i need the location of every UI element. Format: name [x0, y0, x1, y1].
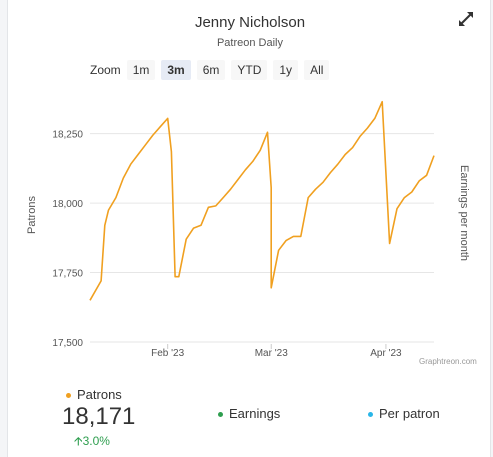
y-tick-label: 17,750: [52, 269, 83, 280]
patrons-legend-dot: [66, 393, 71, 399]
y-tick-label: 18,000: [52, 199, 83, 210]
legend-earnings-label: Earnings: [229, 406, 281, 421]
legend-per-patron-label: Per patron: [379, 406, 440, 421]
zoom-toolbar: Zoom 1m 3m 6m YTD 1y All: [90, 60, 335, 80]
y2-axis-label: Earnings per month: [458, 165, 470, 261]
x-tick-label: Feb '23: [151, 348, 184, 359]
y-tick-label: 17,500: [52, 338, 83, 349]
zoom-3m-button[interactable]: 3m: [161, 60, 191, 80]
zoom-6m-button[interactable]: 6m: [196, 60, 226, 80]
legend-patrons[interactable]: Patrons: [66, 387, 122, 402]
legend-earnings[interactable]: Earnings: [218, 406, 280, 421]
legend-patrons-label: Patrons: [77, 387, 122, 402]
zoom-label: Zoom: [90, 63, 121, 77]
expand-icon[interactable]: [457, 10, 475, 28]
patrons-value: 18,171: [62, 403, 136, 430]
patrons-chart: 17,500 17,750 18,000 18,250 Feb '23 Mar '23 A…: [26, 100, 470, 359]
zoom-1m-button[interactable]: 1m: [126, 60, 156, 80]
zoom-1y-button[interactable]: 1y: [273, 60, 299, 80]
chart-title: Jenny Nicholson: [194, 14, 306, 31]
arrow-up-icon: 🡩: [74, 434, 83, 448]
y-axis-label: Patrons: [26, 196, 38, 234]
y-axis-ticks: 17,500 17,750 18,000 18,250: [52, 130, 83, 349]
zoom-ytd-button[interactable]: YTD: [231, 60, 268, 80]
patrons-series-line[interactable]: [89, 100, 435, 301]
y-tick-label: 18,250: [52, 130, 83, 141]
chart-card: Jenny Nicholson Patreon Daily Zoom 1m 3m…: [7, 0, 491, 457]
earnings-legend-dot: [218, 412, 223, 418]
zoom-all-button[interactable]: All: [304, 60, 330, 80]
per-patron-legend-dot: [368, 412, 373, 418]
chart-credit[interactable]: Graphtreon.com: [419, 357, 477, 366]
chart-subtitle: Patreon Daily: [216, 37, 284, 49]
x-tick-label: Mar '23: [255, 348, 288, 359]
legend-per-patron[interactable]: Per patron: [368, 406, 440, 421]
x-axis-ticks: Feb '23 Mar '23 Apr '23: [151, 344, 402, 359]
series-layer: [89, 100, 435, 301]
change-value: 3.0%: [82, 434, 110, 448]
x-tick-label: Apr '23: [370, 348, 402, 359]
change-indicator: 🡩3.0%: [74, 432, 110, 453]
grid-lines: [90, 133, 434, 343]
